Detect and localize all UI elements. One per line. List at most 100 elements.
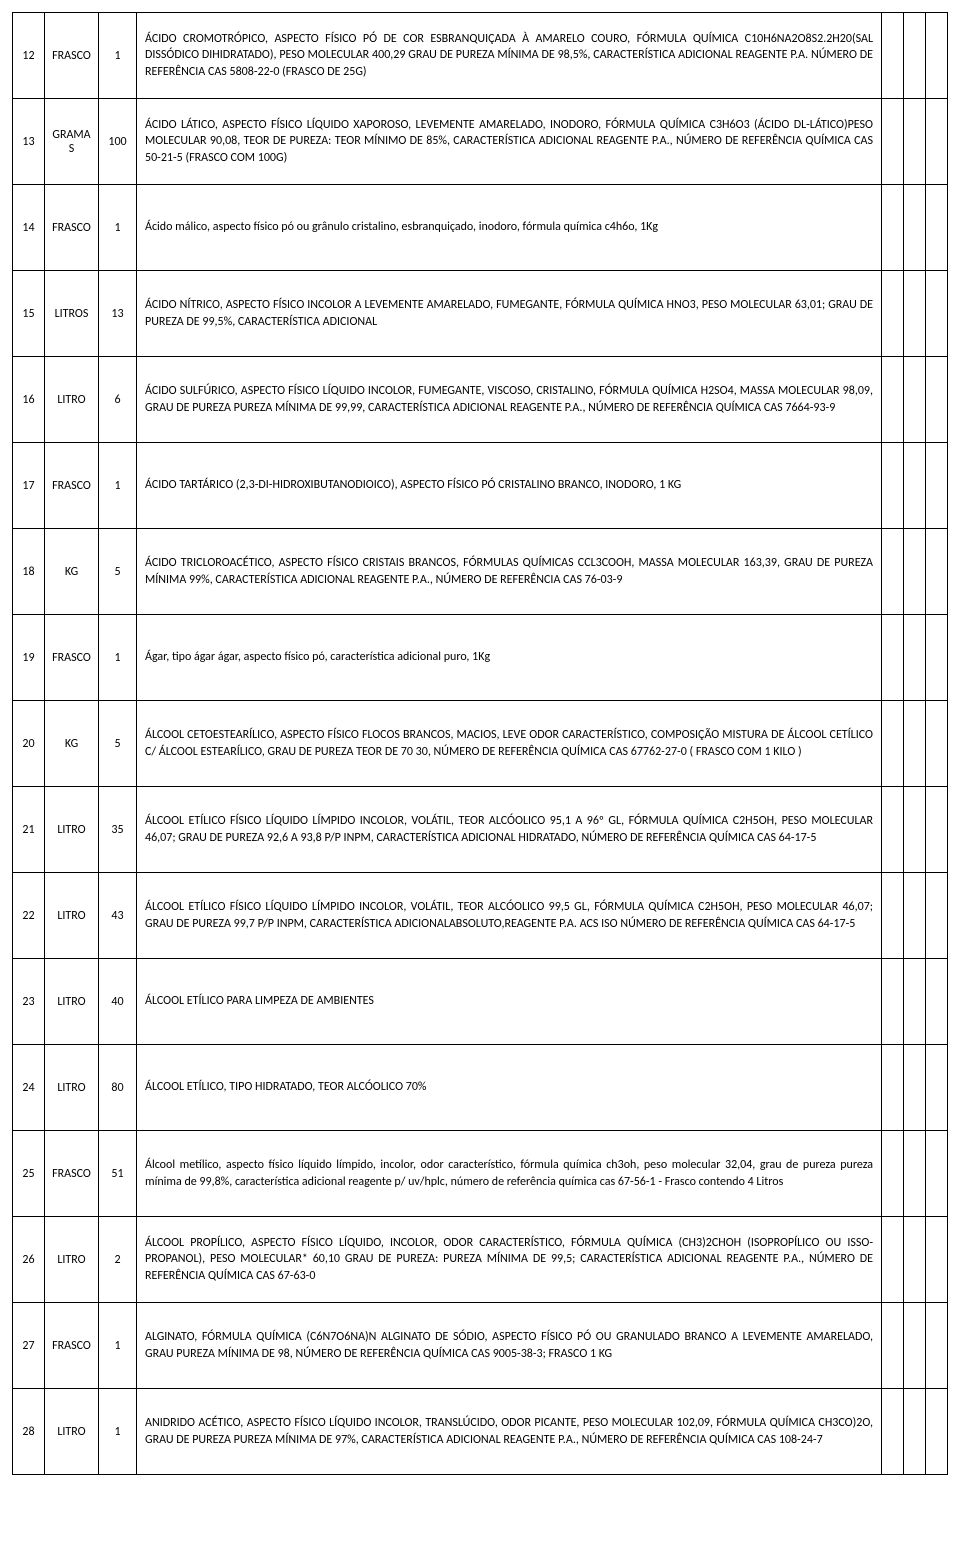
cell-qty: 5 xyxy=(99,701,137,787)
cell-num: 16 xyxy=(13,357,45,443)
cell-blank xyxy=(882,701,904,787)
cell-unit: LITRO xyxy=(45,357,99,443)
cell-num: 23 xyxy=(13,959,45,1045)
cell-blank xyxy=(882,529,904,615)
cell-blank xyxy=(882,357,904,443)
cell-blank xyxy=(926,1303,948,1389)
cell-unit: LITRO xyxy=(45,1045,99,1131)
cell-blank xyxy=(926,873,948,959)
table-row: 12FRASCO1ÁCIDO CROMOTRÓPICO, ASPECTO FÍS… xyxy=(13,13,948,99)
cell-blank xyxy=(926,529,948,615)
cell-blank xyxy=(904,959,926,1045)
cell-blank xyxy=(904,873,926,959)
cell-unit: LITRO xyxy=(45,1389,99,1475)
cell-desc: ÁCIDO TARTÁRICO (2,3-DI-HIDROXIBUTANODIO… xyxy=(137,443,882,529)
cell-blank xyxy=(904,701,926,787)
cell-blank xyxy=(882,443,904,529)
cell-blank xyxy=(904,271,926,357)
cell-qty: 1 xyxy=(99,185,137,271)
cell-blank xyxy=(904,357,926,443)
cell-qty: 100 xyxy=(99,99,137,185)
cell-blank xyxy=(904,185,926,271)
cell-blank xyxy=(882,185,904,271)
cell-qty: 2 xyxy=(99,1217,137,1303)
cell-desc: Ágar, tipo ágar ágar, aspecto físico pó,… xyxy=(137,615,882,701)
cell-blank xyxy=(882,99,904,185)
table-row: 28LITRO1ANIDRIDO ACÉTICO, ASPECTO FÍSICO… xyxy=(13,1389,948,1475)
cell-blank xyxy=(882,1389,904,1475)
table-row: 27FRASCO1ALGINATO, FÓRMULA QUÍMICA (C6N7… xyxy=(13,1303,948,1389)
table-row: 13GRAMAS100ÁCIDO LÁTICO, ASPECTO FÍSICO … xyxy=(13,99,948,185)
cell-blank xyxy=(904,1217,926,1303)
cell-blank xyxy=(926,443,948,529)
cell-blank xyxy=(926,99,948,185)
cell-desc: ÁLCOOL ETÍLICO PARA LIMPEZA DE AMBIENTES xyxy=(137,959,882,1045)
cell-qty: 6 xyxy=(99,357,137,443)
cell-num: 20 xyxy=(13,701,45,787)
cell-desc: Álcool metílico, aspecto físico líquido … xyxy=(137,1131,882,1217)
cell-blank xyxy=(926,1045,948,1131)
cell-blank xyxy=(904,13,926,99)
cell-desc: ÁLCOOL ETÍLICO FÍSICO LÍQUIDO LÍMPIDO IN… xyxy=(137,787,882,873)
table-row: 19FRASCO1Ágar, tipo ágar ágar, aspecto f… xyxy=(13,615,948,701)
table-row: 16LITRO6ÁCIDO SULFÚRICO, ASPECTO FÍSICO … xyxy=(13,357,948,443)
cell-blank xyxy=(904,1303,926,1389)
table-row: 21LITRO35ÁLCOOL ETÍLICO FÍSICO LÍQUIDO L… xyxy=(13,787,948,873)
cell-unit: LITROS xyxy=(45,271,99,357)
cell-blank xyxy=(882,959,904,1045)
cell-blank xyxy=(882,1217,904,1303)
cell-desc: ÁCIDO NÍTRICO, ASPECTO FÍSICO INCOLOR A … xyxy=(137,271,882,357)
cell-unit: KG xyxy=(45,701,99,787)
table-row: 25FRASCO51Álcool metílico, aspecto físic… xyxy=(13,1131,948,1217)
cell-unit: FRASCO xyxy=(45,1303,99,1389)
cell-qty: 1 xyxy=(99,615,137,701)
cell-qty: 1 xyxy=(99,13,137,99)
cell-blank xyxy=(904,615,926,701)
cell-blank xyxy=(882,1131,904,1217)
cell-qty: 80 xyxy=(99,1045,137,1131)
cell-blank xyxy=(926,959,948,1045)
cell-qty: 1 xyxy=(99,1389,137,1475)
cell-blank xyxy=(926,271,948,357)
cell-blank xyxy=(904,529,926,615)
cell-num: 15 xyxy=(13,271,45,357)
cell-num: 22 xyxy=(13,873,45,959)
cell-blank xyxy=(882,615,904,701)
cell-blank xyxy=(926,787,948,873)
cell-blank xyxy=(904,787,926,873)
cell-blank xyxy=(882,271,904,357)
cell-num: 28 xyxy=(13,1389,45,1475)
cell-unit: FRASCO xyxy=(45,443,99,529)
cell-desc: ÁCIDO LÁTICO, ASPECTO FÍSICO LÍQUIDO XAP… xyxy=(137,99,882,185)
cell-desc: ÁLCOOL ETÍLICO FÍSICO LÍQUIDO LÍMPIDO IN… xyxy=(137,873,882,959)
cell-num: 26 xyxy=(13,1217,45,1303)
cell-blank xyxy=(904,99,926,185)
cell-qty: 1 xyxy=(99,443,137,529)
cell-qty: 51 xyxy=(99,1131,137,1217)
cell-qty: 13 xyxy=(99,271,137,357)
cell-desc: Ácido málico, aspecto físico pó ou grânu… xyxy=(137,185,882,271)
cell-num: 17 xyxy=(13,443,45,529)
cell-desc: ÁLCOOL CETOESTEARÍLICO, ASPECTO FÍSICO F… xyxy=(137,701,882,787)
cell-blank xyxy=(926,357,948,443)
cell-blank xyxy=(926,615,948,701)
cell-num: 13 xyxy=(13,99,45,185)
cell-blank xyxy=(882,873,904,959)
cell-blank xyxy=(926,1217,948,1303)
cell-unit: LITRO xyxy=(45,959,99,1045)
table-row: 14FRASCO1Ácido málico, aspecto físico pó… xyxy=(13,185,948,271)
cell-desc: ÁLCOOL PROPÍLICO, ASPECTO FÍSICO LÍQUIDO… xyxy=(137,1217,882,1303)
cell-blank xyxy=(926,185,948,271)
cell-desc: ANIDRIDO ACÉTICO, ASPECTO FÍSICO LÍQUIDO… xyxy=(137,1389,882,1475)
cell-blank xyxy=(926,13,948,99)
cell-qty: 40 xyxy=(99,959,137,1045)
cell-unit: FRASCO xyxy=(45,185,99,271)
table-row: 22LITRO43ÁLCOOL ETÍLICO FÍSICO LÍQUIDO L… xyxy=(13,873,948,959)
cell-num: 21 xyxy=(13,787,45,873)
cell-blank xyxy=(926,1131,948,1217)
cell-num: 18 xyxy=(13,529,45,615)
cell-unit: LITRO xyxy=(45,1217,99,1303)
cell-blank xyxy=(904,1389,926,1475)
cell-qty: 1 xyxy=(99,1303,137,1389)
table-row: 26LITRO2ÁLCOOL PROPÍLICO, ASPECTO FÍSICO… xyxy=(13,1217,948,1303)
